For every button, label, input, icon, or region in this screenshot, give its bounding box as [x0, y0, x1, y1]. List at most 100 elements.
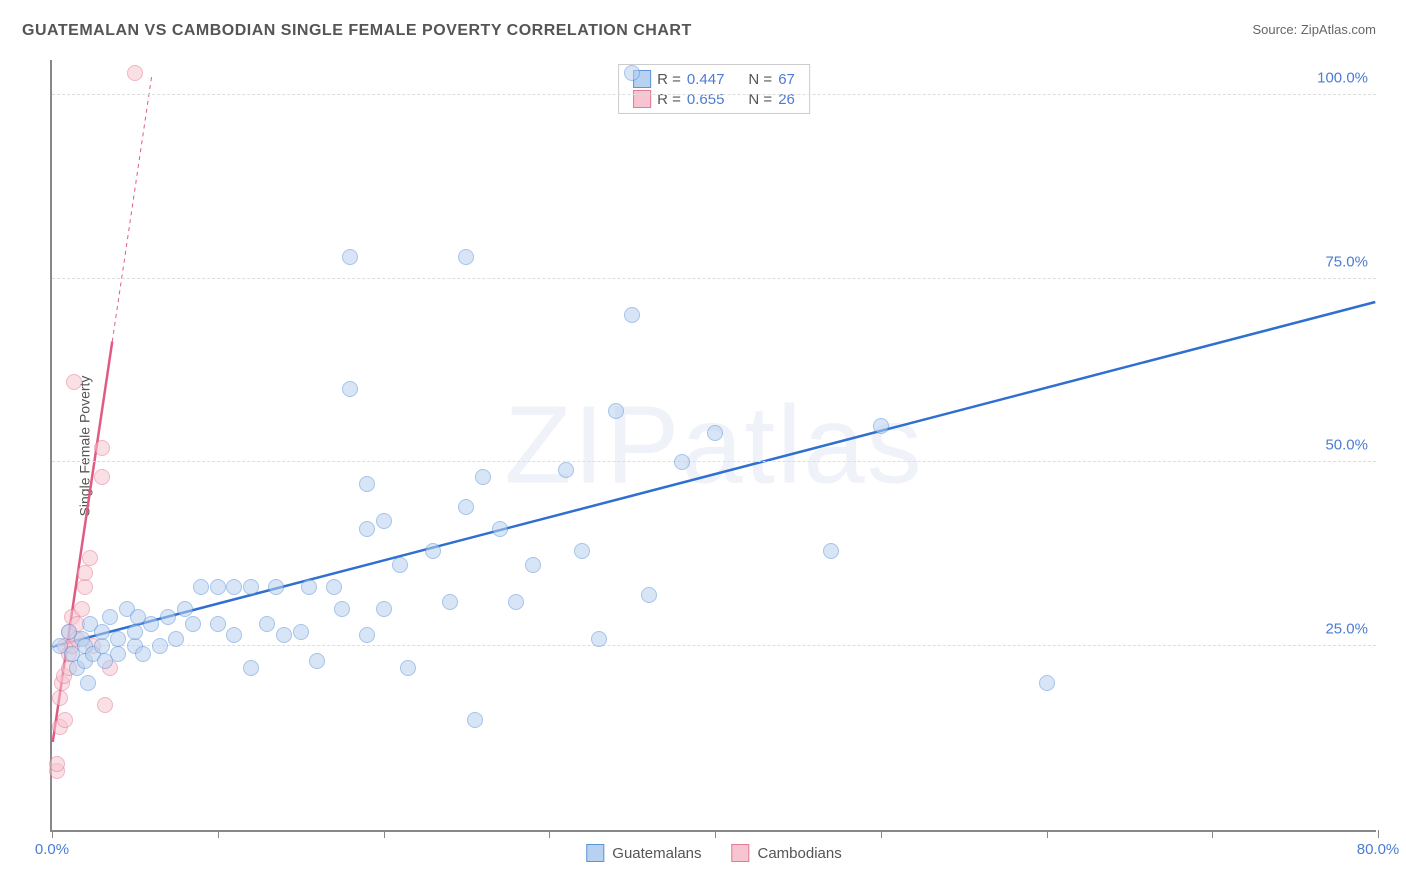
x-tick	[1378, 830, 1379, 838]
data-point	[127, 624, 143, 640]
data-point	[82, 550, 98, 566]
data-point	[276, 627, 292, 643]
data-point	[359, 521, 375, 537]
x-tick	[881, 830, 882, 838]
data-point	[74, 601, 90, 617]
data-point	[152, 638, 168, 654]
x-tick	[549, 830, 550, 838]
chart-container: GUATEMALAN VS CAMBODIAN SINGLE FEMALE PO…	[0, 0, 1406, 892]
data-point	[77, 579, 93, 595]
data-point	[326, 579, 342, 595]
correlation-legend: R =0.447N =67R =0.655N =26	[618, 64, 810, 114]
y-tick-label: 75.0%	[1325, 253, 1368, 270]
data-point	[193, 579, 209, 595]
x-tick	[52, 830, 53, 838]
source-link[interactable]: ZipAtlas.com	[1301, 22, 1376, 37]
x-tick	[1047, 830, 1048, 838]
data-point	[823, 543, 839, 559]
trend-lines-svg	[52, 60, 1376, 830]
data-point	[94, 440, 110, 456]
data-point	[143, 616, 159, 632]
data-point	[342, 381, 358, 397]
data-point	[293, 624, 309, 640]
data-point	[259, 616, 275, 632]
data-point	[359, 627, 375, 643]
data-point	[160, 609, 176, 625]
data-point	[707, 425, 723, 441]
series-legend-item: Cambodians	[732, 844, 842, 862]
data-point	[177, 601, 193, 617]
data-point	[458, 499, 474, 515]
data-point	[467, 712, 483, 728]
n-value: 67	[778, 71, 795, 88]
gridline-h	[52, 645, 1376, 646]
data-point	[94, 469, 110, 485]
correlation-legend-row: R =0.655N =26	[633, 89, 795, 109]
series-label: Cambodians	[758, 845, 842, 862]
x-tick-label: 0.0%	[35, 841, 69, 858]
data-point	[97, 697, 113, 713]
data-point	[77, 565, 93, 581]
plot-area: ZIPatlas R =0.447N =67R =0.655N =26 Guat…	[50, 60, 1376, 832]
data-point	[1039, 675, 1055, 691]
data-point	[168, 631, 184, 647]
legend-swatch	[633, 90, 651, 108]
data-point	[127, 65, 143, 81]
data-point	[210, 616, 226, 632]
data-point	[57, 712, 73, 728]
watermark: ZIPatlas	[504, 382, 923, 509]
gridline-h	[52, 461, 1376, 462]
y-tick-label: 50.0%	[1325, 437, 1368, 454]
y-tick-label: 100.0%	[1317, 69, 1368, 86]
data-point	[334, 601, 350, 617]
data-point	[475, 469, 491, 485]
gridline-h	[52, 278, 1376, 279]
data-point	[392, 557, 408, 573]
source-prefix: Source:	[1252, 22, 1300, 37]
data-point	[574, 543, 590, 559]
data-point	[508, 594, 524, 610]
x-tick	[1212, 830, 1213, 838]
x-tick	[218, 830, 219, 838]
data-point	[94, 638, 110, 654]
data-point	[674, 454, 690, 470]
series-legend-item: Guatemalans	[586, 844, 701, 862]
x-tick	[715, 830, 716, 838]
data-point	[309, 653, 325, 669]
data-point	[376, 601, 392, 617]
data-point	[226, 579, 242, 595]
data-point	[110, 631, 126, 647]
data-point	[243, 579, 259, 595]
data-point	[210, 579, 226, 595]
data-point	[525, 557, 541, 573]
data-point	[624, 307, 640, 323]
data-point	[359, 476, 375, 492]
data-point	[226, 627, 242, 643]
data-point	[94, 624, 110, 640]
data-point	[185, 616, 201, 632]
data-point	[425, 543, 441, 559]
data-point	[80, 675, 96, 691]
source-attribution: Source: ZipAtlas.com	[1252, 22, 1376, 37]
data-point	[492, 521, 508, 537]
data-point	[458, 249, 474, 265]
x-tick-label: 80.0%	[1357, 841, 1400, 858]
chart-title: GUATEMALAN VS CAMBODIAN SINGLE FEMALE PO…	[22, 22, 692, 40]
r-value: 0.447	[687, 71, 725, 88]
y-tick-label: 25.0%	[1325, 621, 1368, 638]
data-point	[608, 403, 624, 419]
data-point	[301, 579, 317, 595]
data-point	[558, 462, 574, 478]
data-point	[135, 646, 151, 662]
gridline-h	[52, 94, 1376, 95]
data-point	[591, 631, 607, 647]
data-point	[342, 249, 358, 265]
correlation-legend-row: R =0.447N =67	[633, 69, 795, 89]
n-label: N =	[748, 71, 772, 88]
data-point	[400, 660, 416, 676]
x-tick	[384, 830, 385, 838]
data-point	[66, 374, 82, 390]
legend-swatch	[732, 844, 750, 862]
data-point	[268, 579, 284, 595]
data-point	[52, 690, 68, 706]
